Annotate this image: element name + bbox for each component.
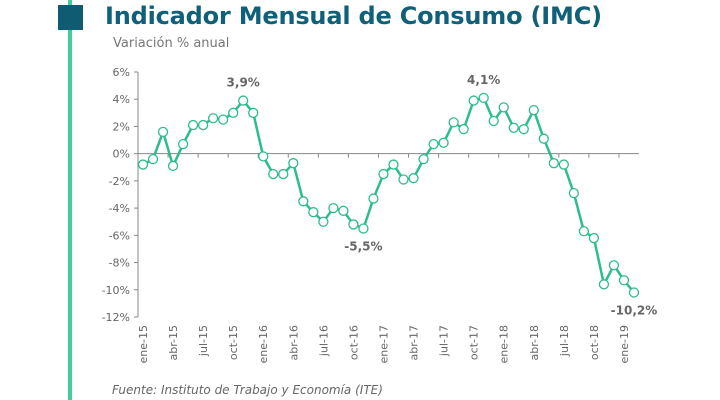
- x-tick-label: abr-18: [528, 325, 541, 361]
- x-tick-label: jul-18: [558, 325, 571, 357]
- data-point: [488, 115, 499, 127]
- x-tick-label: oct-18: [588, 325, 601, 360]
- y-tick-label: -8%: [109, 257, 130, 270]
- data-label: -5,5%: [344, 240, 382, 254]
- data-point: [518, 124, 529, 135]
- data-point: [288, 158, 299, 169]
- data-point: [348, 219, 359, 230]
- y-tick-label: -4%: [109, 202, 130, 215]
- data-point: [588, 232, 600, 244]
- data-point: [358, 223, 369, 234]
- data-point: [328, 202, 339, 214]
- chart-subtitle: Variación % anual: [113, 36, 230, 51]
- data-point: [278, 168, 289, 180]
- data-point: [268, 168, 279, 180]
- data-point: [218, 114, 229, 125]
- data-point: [508, 122, 519, 133]
- data-point: [448, 117, 459, 128]
- data-label: -10,2%: [611, 304, 658, 318]
- accent-line: [68, 0, 72, 400]
- data-point: [187, 119, 199, 131]
- data-point: [548, 158, 559, 169]
- data-point: [598, 279, 610, 290]
- x-tick-label: jul-15: [197, 325, 210, 357]
- series-line: [142, 96, 635, 294]
- data-point: [308, 207, 319, 218]
- data-point: [338, 205, 349, 216]
- data-label: 4,1%: [467, 73, 500, 87]
- data-point: [147, 153, 159, 165]
- x-tick-label: ene-17: [377, 325, 390, 363]
- x-tick-label: oct-17: [468, 325, 481, 360]
- x-tick-label: ene-16: [257, 325, 270, 363]
- y-tick-label: -6%: [109, 229, 130, 242]
- data-point: [167, 160, 179, 172]
- x-tick-label: abr-16: [287, 325, 300, 361]
- y-tick-label: 6%: [113, 66, 130, 79]
- data-point: [578, 226, 590, 237]
- x-tick-label: abr-17: [408, 325, 421, 361]
- x-tick-label: ene-18: [498, 325, 511, 363]
- data-point: [207, 113, 219, 124]
- data-point: [258, 151, 269, 162]
- data-point: [368, 193, 379, 204]
- x-tick-label: abr-15: [167, 325, 180, 361]
- data-point: [498, 102, 509, 113]
- data-point: [528, 104, 539, 116]
- data-point: [428, 138, 439, 150]
- source-note: Fuente: Instituto de Trabajo y Economía …: [112, 383, 383, 397]
- data-point: [137, 159, 149, 170]
- data-label: 3,9%: [227, 76, 260, 90]
- data-point: [298, 196, 309, 207]
- data-point: [538, 133, 549, 144]
- chart-title: Indicador Mensual de Consumo (IMC): [105, 2, 602, 30]
- y-tick-label: -12%: [102, 311, 130, 324]
- data-point: [398, 174, 409, 185]
- data-point: [388, 159, 399, 170]
- data-point: [248, 107, 259, 118]
- data-point: [378, 168, 389, 180]
- data-point: [177, 138, 189, 150]
- data-point: [628, 287, 640, 298]
- y-tick-label: 4%: [113, 93, 130, 106]
- data-point: [568, 187, 580, 199]
- y-tick-label: -10%: [102, 284, 130, 297]
- x-tick-label: jul-17: [438, 325, 451, 357]
- data-point: [157, 126, 169, 138]
- title-square-icon: [58, 5, 83, 30]
- data-point: [478, 92, 489, 104]
- y-tick-label: 0%: [113, 148, 130, 161]
- data-point: [618, 275, 630, 286]
- data-point: [468, 95, 479, 106]
- x-tick-label: oct-15: [227, 325, 240, 360]
- data-point: [438, 137, 449, 148]
- data-point: [608, 260, 620, 271]
- data-point: [197, 119, 209, 131]
- x-tick-label: ene-19: [618, 325, 631, 363]
- y-tick-label: 2%: [113, 120, 130, 133]
- data-point: [318, 216, 329, 227]
- data-point: [228, 107, 239, 118]
- y-tick-label: -2%: [109, 175, 130, 188]
- data-point: [238, 95, 249, 106]
- x-tick-label: jul-16: [317, 325, 330, 357]
- x-tick-label: ene-15: [137, 325, 150, 363]
- data-point: [418, 153, 429, 165]
- data-point: [458, 124, 469, 135]
- data-point: [558, 159, 569, 170]
- data-point: [408, 173, 419, 184]
- x-tick-label: oct-16: [347, 325, 360, 360]
